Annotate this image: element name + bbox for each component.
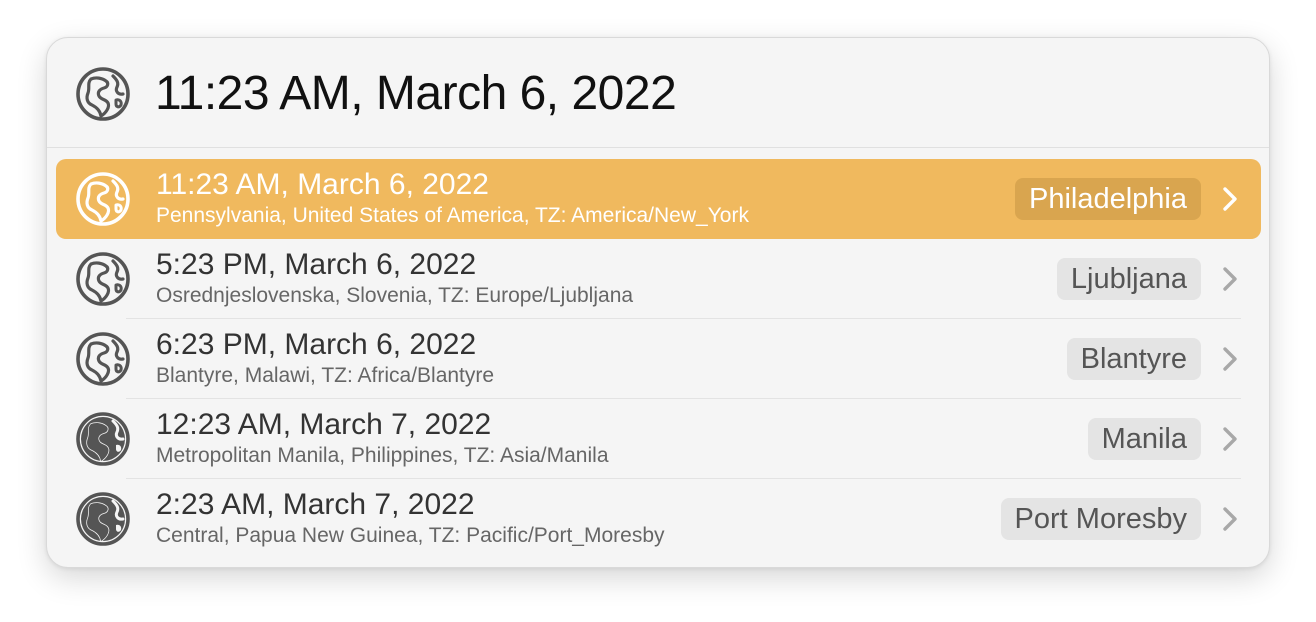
result-row[interactable]: 11:23 AM, March 6, 2022 Pennsylvania, Un… [56, 159, 1261, 239]
city-tag: Ljubljana [1056, 258, 1201, 300]
row-divider [126, 398, 1241, 399]
result-title: 2:23 AM, March 7, 2022 [156, 488, 475, 521]
row-divider [126, 478, 1241, 479]
globe-icon [76, 172, 130, 226]
result-subtitle: Pennsylvania, United States of America, … [156, 204, 749, 227]
result-subtitle: Central, Papua New Guinea, TZ: Pacific/P… [156, 524, 665, 547]
result-title: 6:23 PM, March 6, 2022 [156, 328, 477, 361]
globe-icon [76, 412, 130, 466]
result-row[interactable]: 5:23 PM, March 6, 2022 Osrednjeslovenska… [56, 239, 1261, 319]
result-subtitle: Blantyre, Malawi, TZ: Africa/Blantyre [156, 364, 495, 387]
search-header: 11:23 AM, March 6, 2022 [47, 38, 1269, 148]
result-row[interactable]: 6:23 PM, March 6, 2022 Blantyre, Malawi,… [56, 319, 1261, 399]
result-row[interactable]: 12:23 AM, March 7, 2022 Metropolitan Man… [56, 399, 1261, 479]
chevron-right-icon[interactable] [1219, 423, 1241, 455]
city-tag: Port Moresby [1000, 498, 1201, 540]
globe-icon [76, 492, 130, 546]
city-tag: Philadelphia [1014, 178, 1201, 220]
chevron-right-icon[interactable] [1219, 343, 1241, 375]
launcher-panel: 11:23 AM, March 6, 2022 11:23 AM, March … [46, 37, 1270, 568]
result-title: 5:23 PM, March 6, 2022 [156, 248, 477, 281]
chevron-right-icon[interactable] [1219, 263, 1241, 295]
city-tag: Blantyre [1066, 338, 1201, 380]
result-subtitle: Osrednjeslovenska, Slovenia, TZ: Europe/… [156, 284, 634, 307]
search-input[interactable]: 11:23 AM, March 6, 2022 [155, 67, 677, 120]
chevron-right-icon[interactable] [1219, 503, 1241, 535]
globe-icon [76, 332, 130, 386]
results-list: 11:23 AM, March 6, 2022 Pennsylvania, Un… [56, 159, 1261, 559]
chevron-right-icon[interactable] [1219, 183, 1241, 215]
globe-icon [76, 67, 130, 121]
result-title: 11:23 AM, March 6, 2022 [156, 168, 489, 201]
result-title: 12:23 AM, March 7, 2022 [156, 408, 492, 441]
row-divider [126, 318, 1241, 319]
result-row[interactable]: 2:23 AM, March 7, 2022 Central, Papua Ne… [56, 479, 1261, 559]
result-subtitle: Metropolitan Manila, Philippines, TZ: As… [156, 444, 609, 467]
city-tag: Manila [1087, 418, 1201, 460]
globe-icon [76, 252, 130, 306]
